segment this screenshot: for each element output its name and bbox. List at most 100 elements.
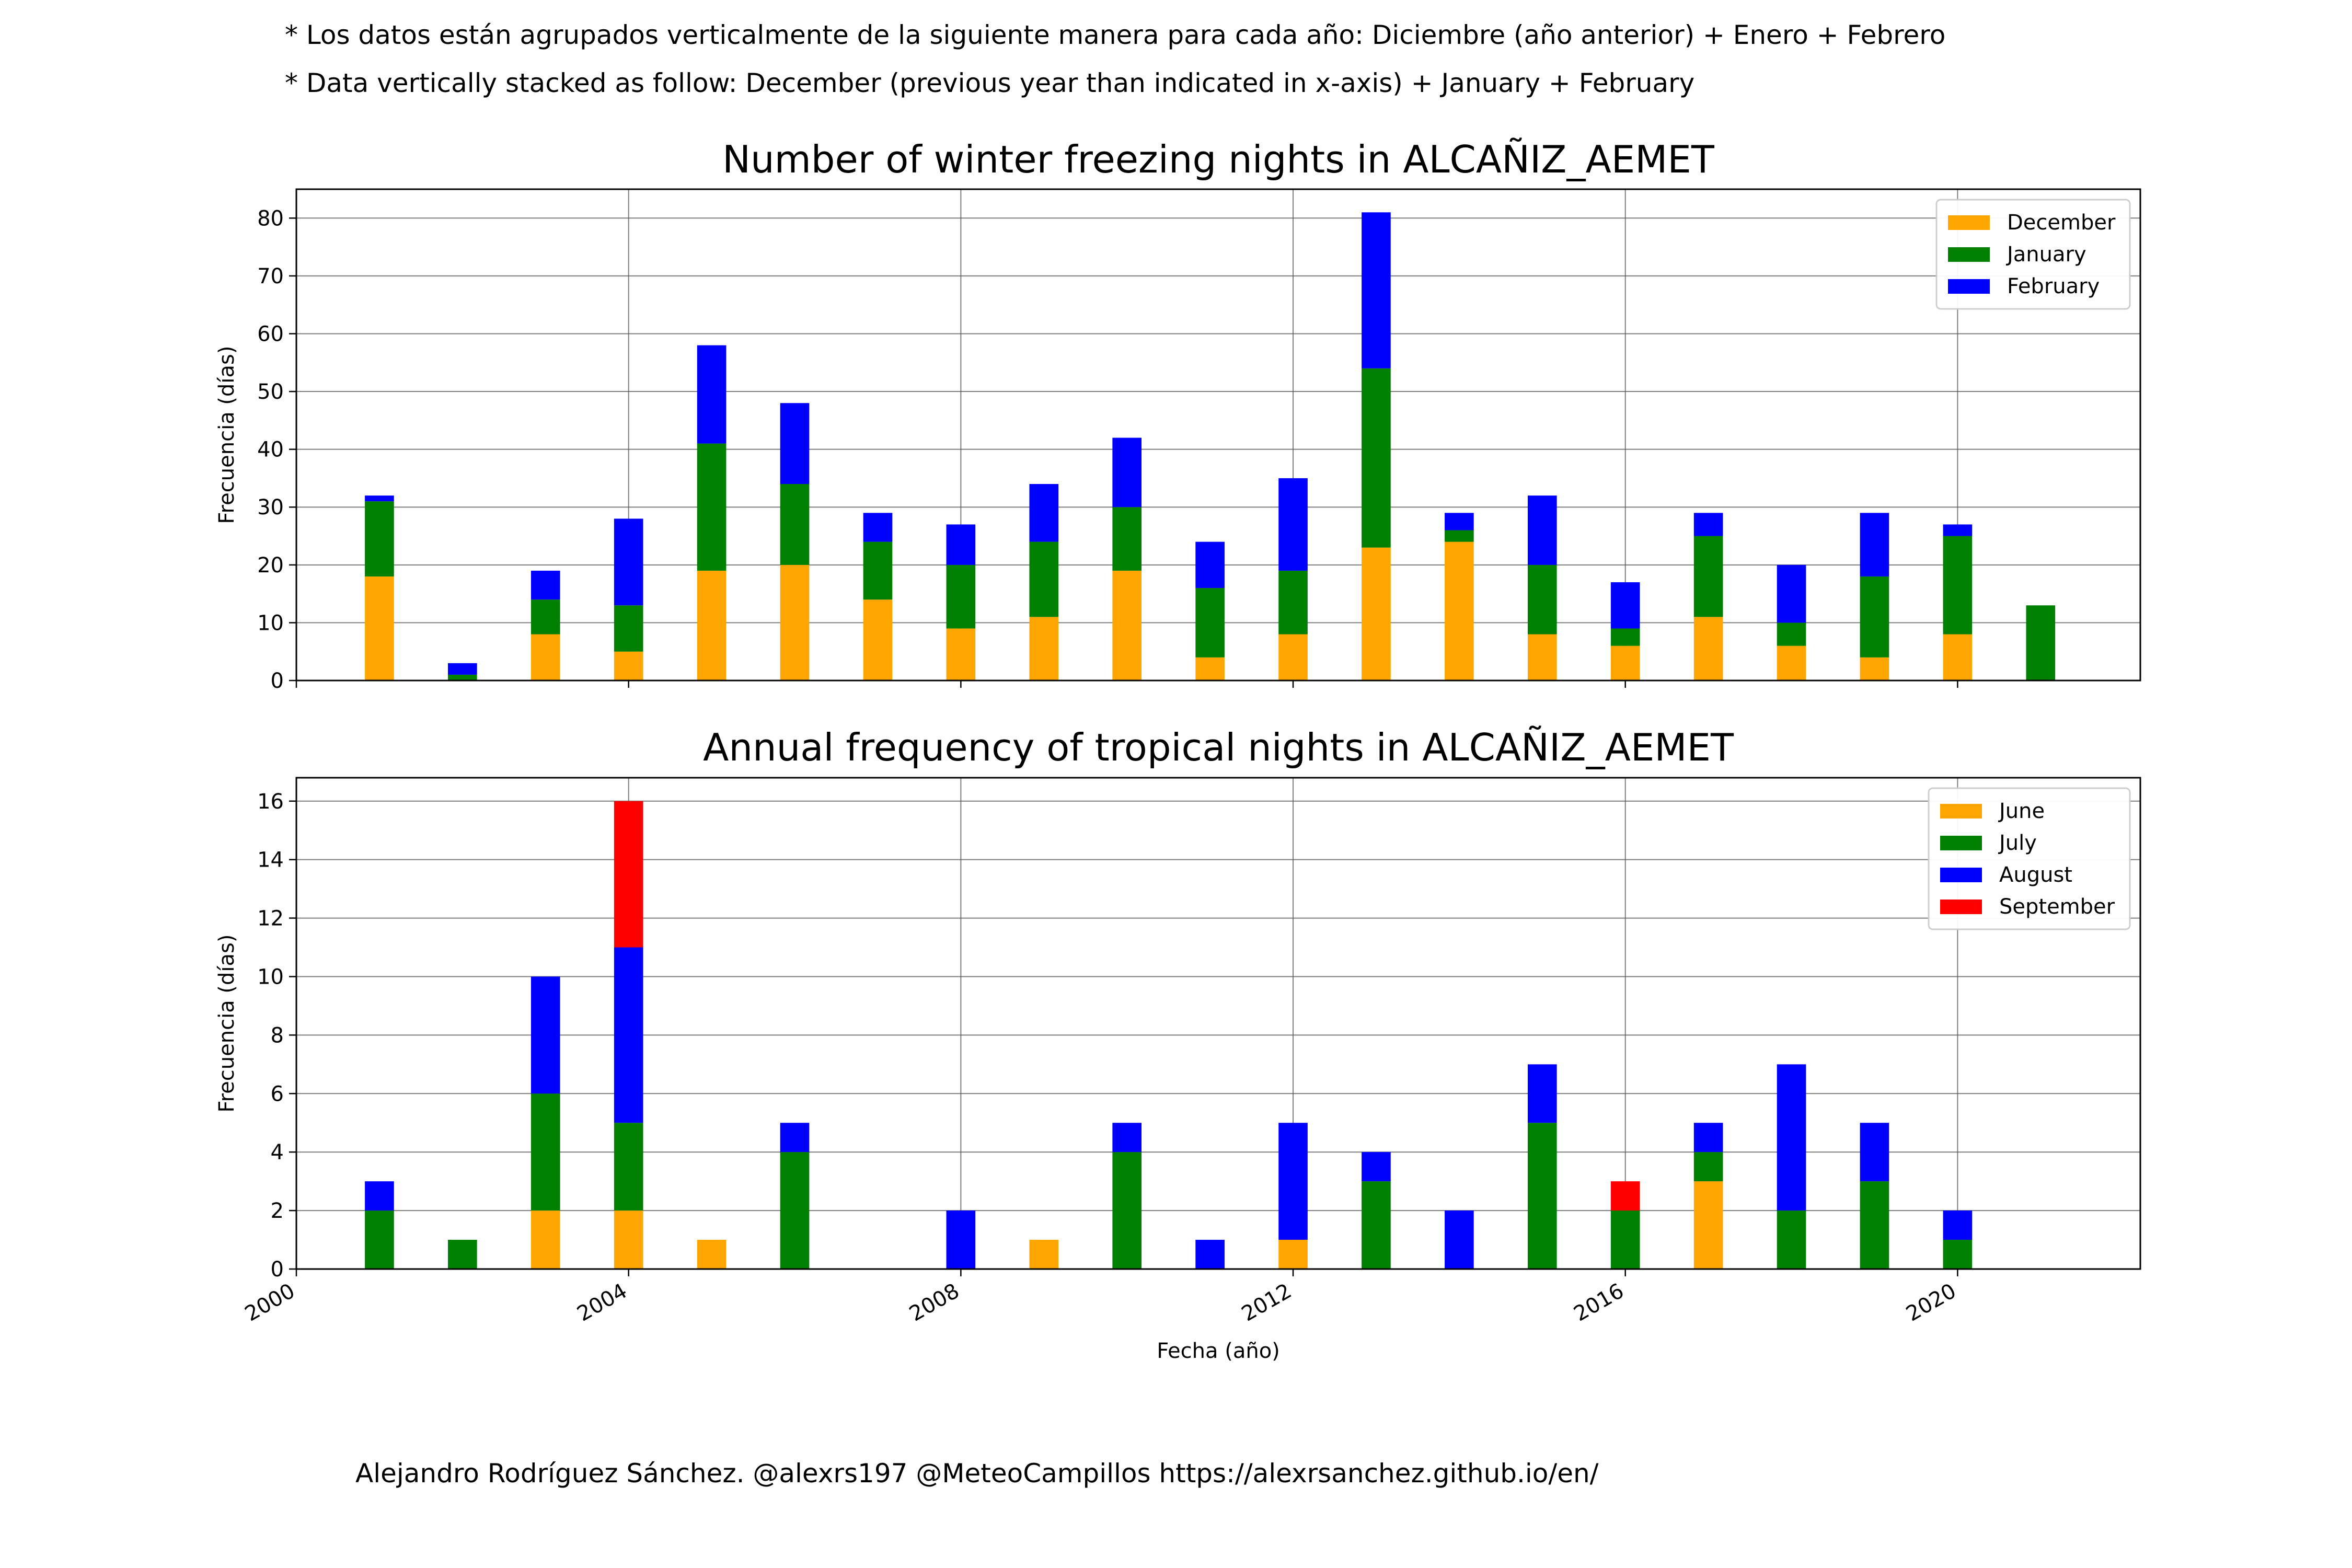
bar-july xyxy=(1362,1181,1391,1269)
bar-august xyxy=(1112,1123,1142,1152)
legend-swatch-february xyxy=(1948,279,1990,294)
legend-label: December xyxy=(2007,211,2116,235)
note-english: * Data vertically stacked as follow: Dec… xyxy=(285,68,1695,98)
bar-january xyxy=(531,599,560,635)
bar-december xyxy=(531,634,560,681)
bar-december xyxy=(614,651,643,681)
y-tick-label: 70 xyxy=(257,264,284,289)
bar-december xyxy=(1943,634,1973,681)
x-tick-label: 2012 xyxy=(1238,1279,1296,1327)
legend-swatch-september xyxy=(1940,900,1982,914)
bar-july xyxy=(1860,1181,1889,1269)
y-tick-label: 40 xyxy=(257,438,284,462)
bar-december xyxy=(1195,657,1225,681)
bar-december xyxy=(1278,634,1308,681)
bar-february xyxy=(780,403,810,484)
bar-january xyxy=(697,443,727,571)
bar-august xyxy=(1943,1210,1973,1240)
chart-panel-1: 0 10 20 30 40 50 60 70 80 Number of winter freezi… xyxy=(215,137,2141,693)
bar-february xyxy=(1029,484,1059,542)
bar-january xyxy=(780,484,810,565)
bar-january xyxy=(1278,570,1308,635)
bar-january xyxy=(1693,536,1723,617)
bar-july xyxy=(1112,1152,1142,1269)
bar-september xyxy=(614,801,643,948)
bar-august xyxy=(614,947,643,1123)
bar-february xyxy=(863,513,893,542)
legend-label: July xyxy=(1998,831,2037,855)
y-tick-label: 2 xyxy=(271,1199,284,1223)
bar-december xyxy=(863,599,893,681)
bar-february xyxy=(531,570,560,600)
bar-december xyxy=(780,564,810,681)
y-tick-label: 8 xyxy=(271,1023,284,1047)
bar-february xyxy=(448,663,477,675)
bar-january xyxy=(946,564,976,629)
bar-august xyxy=(1362,1152,1391,1182)
bar-august xyxy=(1445,1210,1474,1269)
bar-august xyxy=(1527,1064,1557,1123)
y-tick-label: 16 xyxy=(257,790,284,814)
bar-august xyxy=(1195,1240,1225,1269)
axes-frame xyxy=(295,188,2141,682)
x-tick-label: 2004 xyxy=(573,1279,631,1327)
y-tick-label: 0 xyxy=(271,669,284,693)
legend-swatch-august xyxy=(1940,868,1982,882)
bar-august xyxy=(1860,1123,1889,1182)
bar-august xyxy=(1693,1123,1723,1152)
bar-january xyxy=(1610,628,1640,646)
bar-january xyxy=(1445,530,1474,542)
bar-august xyxy=(365,1181,394,1211)
author-credit: Alejandro Rodríguez Sánchez. @alexrs197 … xyxy=(355,1458,1599,1489)
bar-february xyxy=(1860,513,1889,577)
bar-february xyxy=(697,345,727,444)
bar-january xyxy=(365,501,394,577)
bar-december xyxy=(697,570,727,681)
legend-label: February xyxy=(2007,274,2100,298)
bar-january xyxy=(448,674,477,681)
bar-july xyxy=(1777,1210,1806,1269)
bar-january xyxy=(1777,622,1806,646)
bar-december xyxy=(1362,547,1391,681)
bar-august xyxy=(1278,1123,1308,1240)
bar-december xyxy=(1610,645,1640,681)
bar-january xyxy=(1029,541,1059,617)
bar-july xyxy=(780,1152,810,1269)
bar-december xyxy=(365,576,394,681)
bar-june xyxy=(697,1240,727,1269)
bar-june xyxy=(1278,1240,1308,1269)
y-tick-label: 10 xyxy=(257,965,284,989)
bar-july xyxy=(1610,1210,1640,1269)
bar-june xyxy=(614,1210,643,1269)
y-tick-label: 4 xyxy=(271,1140,284,1165)
x-tick-label: 2020 xyxy=(1902,1279,1960,1327)
legend-box xyxy=(1928,787,2131,930)
y-tick-label: 14 xyxy=(257,848,284,872)
bar-august xyxy=(1777,1064,1806,1211)
bar-february xyxy=(1610,582,1640,629)
bar-december xyxy=(1693,617,1723,681)
legend-label: August xyxy=(1999,863,2072,887)
bar-february xyxy=(1445,513,1474,531)
legend-swatch-june xyxy=(1940,804,1982,818)
bar-july xyxy=(614,1123,643,1211)
y-tick-label: 0 xyxy=(271,1258,284,1282)
chart-panel-2: 0 2 4 6 8 10 12 14 16 2000 2004 2008 2012 2016 2020 Ann… xyxy=(215,725,2141,1363)
y-tick-label: 60 xyxy=(257,322,284,346)
y-tick-label: 50 xyxy=(257,380,284,404)
bar-february xyxy=(614,518,643,606)
bar-february xyxy=(365,495,394,502)
bar-december xyxy=(1445,541,1474,681)
y-tick-label: 20 xyxy=(257,554,284,578)
legend-label: January xyxy=(2005,243,2086,267)
legend-swatch-january xyxy=(1948,247,1990,262)
bar-january xyxy=(863,541,893,600)
bar-january xyxy=(1527,564,1557,635)
bar-december xyxy=(946,628,976,681)
bar-december xyxy=(1112,570,1142,681)
chart-title: Annual frequency of tropical nights in A… xyxy=(703,725,1734,769)
bar-august xyxy=(946,1210,976,1269)
y-tick-label: 30 xyxy=(257,495,284,520)
bar-december xyxy=(1029,617,1059,681)
legend-swatch-december xyxy=(1948,215,1990,230)
